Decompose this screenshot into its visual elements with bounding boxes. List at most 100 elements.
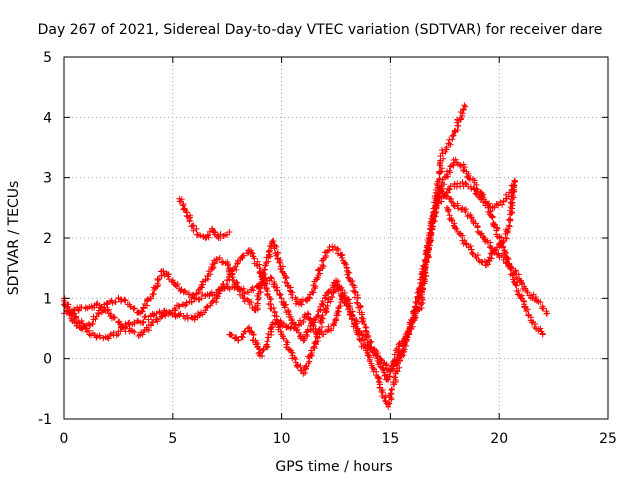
data-point (180, 201, 187, 208)
x-tick-label: 10 (273, 431, 291, 447)
data-point (102, 306, 109, 313)
data-point (307, 317, 314, 324)
data-point (380, 366, 387, 373)
data-point (62, 299, 69, 306)
data-point (214, 233, 221, 240)
data-point (182, 289, 189, 296)
data-point (123, 323, 130, 330)
data-point (273, 316, 280, 323)
data-point (211, 259, 218, 266)
data-point (459, 110, 466, 117)
data-point (144, 296, 151, 303)
data-point (175, 302, 182, 309)
data-point (437, 169, 444, 176)
data-point (382, 362, 389, 369)
data-point (540, 305, 547, 312)
data-point (455, 205, 462, 212)
data-point (328, 325, 335, 332)
data-point (282, 301, 289, 308)
data-point (256, 285, 263, 292)
data-point (203, 304, 210, 311)
data-point (363, 347, 370, 354)
data-point (226, 228, 233, 235)
data-point (260, 269, 267, 276)
data-point (399, 347, 406, 354)
data-point (263, 341, 270, 348)
x-tick-label: 15 (381, 431, 399, 447)
y-tick-label: 1 (43, 291, 52, 307)
data-point (476, 229, 483, 236)
data-point (352, 323, 359, 330)
data-point (363, 333, 370, 340)
data-point (354, 331, 361, 338)
data-point (265, 330, 272, 337)
x-tick-label: 5 (168, 431, 177, 447)
data-point (455, 122, 462, 129)
data-point (310, 289, 317, 296)
data-point (455, 117, 462, 124)
data-point (172, 307, 179, 314)
data-point (165, 308, 172, 315)
data-point (71, 306, 78, 313)
data-point (391, 357, 398, 364)
data-point (372, 352, 379, 359)
data-point (461, 164, 468, 171)
data-point (154, 318, 161, 325)
data-point (166, 276, 173, 283)
data-point (240, 252, 247, 259)
data-point (358, 337, 365, 344)
data-point (297, 317, 304, 324)
data-point (354, 294, 361, 301)
data-point (487, 250, 494, 257)
y-axis-label: SDTVAR / TECUs (6, 181, 22, 296)
data-point (512, 178, 519, 185)
data-point (499, 201, 506, 208)
data-point (276, 292, 283, 299)
data-point (510, 187, 517, 194)
data-point (512, 267, 519, 274)
data-point (188, 299, 195, 306)
data-point (294, 363, 301, 370)
data-point (149, 291, 156, 298)
data-point (281, 304, 288, 311)
data-point (142, 313, 149, 320)
data-point (532, 321, 539, 328)
data-point (279, 269, 286, 276)
data-point (423, 258, 430, 265)
data-point (190, 227, 197, 234)
data-point (385, 376, 392, 383)
data-point (250, 331, 257, 338)
data-point (291, 354, 298, 361)
data-point (304, 298, 311, 305)
data-point (348, 315, 355, 322)
data-point (284, 339, 291, 346)
data-point (460, 240, 467, 247)
y-tick-label: 3 (43, 171, 52, 187)
data-point (213, 294, 220, 301)
data-point (265, 248, 272, 255)
data-point (507, 264, 514, 271)
data-point (228, 331, 235, 338)
data-point (164, 273, 171, 280)
data-point (507, 217, 514, 224)
data-point (107, 311, 114, 318)
data-point (422, 269, 429, 276)
data-point (65, 303, 72, 310)
data-point (446, 185, 453, 192)
data-point (524, 289, 531, 296)
data-point (162, 312, 169, 319)
data-point (177, 310, 184, 317)
data-point (446, 136, 453, 143)
data-point (436, 175, 443, 182)
data-point (177, 198, 184, 205)
data-point (115, 295, 122, 302)
data-point (195, 286, 202, 293)
series-prn-track-e (226, 294, 346, 360)
data-point (338, 252, 345, 259)
data-point (292, 325, 299, 332)
data-point (301, 369, 308, 376)
data-point (502, 249, 509, 256)
data-point (474, 222, 481, 229)
data-point (426, 242, 433, 249)
data-point (312, 330, 319, 337)
